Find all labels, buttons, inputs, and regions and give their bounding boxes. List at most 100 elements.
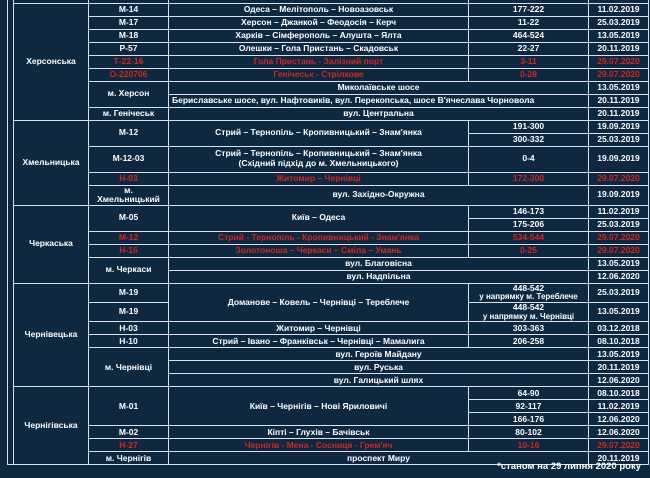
table-row: вул. Галицький шлях 12.06.2020 bbox=[8, 373, 649, 388]
route-name: Доманове – Ковель – Чернівці – Тереблече bbox=[168, 282, 469, 323]
road-code: М-12-03 bbox=[88, 145, 169, 173]
route-name: Житомир – Чернівці bbox=[168, 321, 469, 336]
repair-date: 20.11.2019 bbox=[588, 360, 649, 375]
route-name: Київ – Чернігів – Нові Яриловичі bbox=[168, 386, 469, 427]
km-range: 206-258 bbox=[468, 334, 589, 349]
table-row: М-12-03 Стрий – Тернопіль – Кропивницьки… bbox=[8, 145, 649, 173]
table-row-highlighted: О-220706 Генічеськ - Стрілкове 0-28 29.0… bbox=[8, 67, 649, 82]
region-label: Хмельницька bbox=[13, 119, 89, 206]
route-name: Стрий - Тернопіль - Кропивницький - Знам… bbox=[168, 230, 469, 245]
road-code: М-19 bbox=[88, 282, 169, 304]
table-row: 166-176 12.06.2020 bbox=[8, 412, 649, 427]
repair-date: 25.03.2019 bbox=[588, 282, 649, 304]
city-label: м. Чернівці bbox=[88, 347, 169, 388]
road-code: Н-10 bbox=[88, 334, 169, 349]
km-range: 3-11 bbox=[468, 54, 589, 69]
km-range: 448-542 у напрямку м. Тереблече bbox=[468, 282, 589, 304]
km-range: 191-300 bbox=[468, 119, 589, 134]
table-row: Н-03 Житомир – Чернівці 303-363 03.12.20… bbox=[8, 321, 649, 336]
route-name: Стрий – Тернопіль – Кропивницький – Знам… bbox=[168, 145, 469, 173]
table-row: М-19 448-542 у напрямку м. Чернівці 13.0… bbox=[8, 301, 649, 323]
repair-date: 20.11.2019 bbox=[588, 106, 649, 121]
table-row: 175-206 25.03.2019 bbox=[8, 217, 649, 232]
repair-date: 12.06.2020 bbox=[588, 269, 649, 284]
repair-date: 19.09.2019 bbox=[588, 145, 649, 173]
repair-date: 13.05.2019 bbox=[588, 347, 649, 362]
km-range: 175-206 bbox=[468, 217, 589, 232]
street-name: вул. Благовісна bbox=[168, 256, 589, 271]
repair-date: 11.02.2019 bbox=[588, 2, 649, 17]
route-name: Житомир – Чернівці bbox=[168, 171, 469, 186]
km-range: 172-300 bbox=[468, 171, 589, 186]
repair-date: 13.05.2019 bbox=[588, 256, 649, 271]
table-row: м. Чернівці вул. Героїв Майдану 13.05.20… bbox=[8, 347, 649, 388]
road-code: Р-57 bbox=[88, 41, 169, 56]
region-label: Чернігівська bbox=[13, 386, 89, 466]
road-code: М-02 bbox=[88, 425, 169, 440]
road-code: М-12 bbox=[88, 119, 169, 147]
table-row: Херсонська М-14 Одеса – Мелітополь – Нов… bbox=[8, 2, 649, 121]
repair-date: 20.11.2019 bbox=[588, 41, 649, 56]
route-name: Гола Пристань - Залізний порт bbox=[168, 54, 469, 69]
table-row: м. Генічеськ вул. Центральна 20.11.2019 bbox=[8, 106, 649, 121]
repair-date: 12.06.2020 bbox=[588, 412, 649, 427]
city-label: м. Чернігів bbox=[88, 451, 169, 466]
km-range: 464-524 bbox=[468, 28, 589, 43]
road-code: М-19 bbox=[88, 301, 169, 323]
km-range: 10-16 bbox=[468, 438, 589, 453]
repair-date: 12.06.2020 bbox=[588, 425, 649, 440]
road-code: Н-03 bbox=[88, 171, 169, 186]
street-name: вул. Надпільна bbox=[168, 269, 589, 284]
road-code: М-05 bbox=[88, 204, 169, 232]
km-range: 166-176 bbox=[468, 412, 589, 427]
table-row-highlighted: Н-16 Золотоноша – Черкаси – Сміла – Уман… bbox=[8, 243, 649, 258]
km-range: 0-4 bbox=[468, 145, 589, 173]
repair-date: 29.07.2020 bbox=[588, 243, 649, 258]
route-name: Київ – Одеса bbox=[168, 204, 469, 232]
road-code: М-14 bbox=[88, 2, 169, 17]
km-range: 177-222 bbox=[468, 2, 589, 17]
repair-date: 29.07.2020 bbox=[588, 230, 649, 245]
repair-date: 25.03.2019 bbox=[588, 15, 649, 30]
route-name: Золотоноша – Черкаси – Сміла – Умань bbox=[168, 243, 469, 258]
km-range: 448-542 у напрямку м. Чернівці bbox=[468, 301, 589, 323]
route-name: Чернігів - Мена - Сосниця - Грем'яч bbox=[168, 438, 469, 453]
table-row-highlighted: М-12 Стрий - Тернопіль - Кропивницький -… bbox=[8, 230, 649, 245]
repair-date: 20.11.2019 bbox=[588, 93, 649, 108]
table-row-highlighted: Н-27 Чернігів - Мена - Сосниця - Грем'яч… bbox=[8, 438, 649, 453]
street-name: вул. Руська bbox=[168, 360, 589, 375]
route-name: Генічеськ - Стрілкове bbox=[168, 67, 469, 82]
street-name: Бериславське шосе, вул. Нафтовиків, вул.… bbox=[168, 93, 589, 108]
road-code: О-220706 bbox=[88, 67, 169, 82]
table-row: Чернігівська М-01 Київ – Чернігів – Нові… bbox=[8, 386, 649, 466]
table-row: м. Черкаси вул. Благовісна 13.05.2019 bbox=[8, 256, 649, 284]
road-code: М-01 bbox=[88, 386, 169, 427]
repair-date: 11.02.2019 bbox=[588, 399, 649, 414]
repair-date: 29.07.2020 bbox=[588, 171, 649, 186]
km-range: 0-25 bbox=[468, 243, 589, 258]
repair-date: 19.09.2019 bbox=[588, 184, 649, 206]
table-row-highlighted: Н-03 Житомир – Чернівці 172-300 29.07.20… bbox=[8, 171, 649, 186]
road-repair-table: Херсонська М-14 Одеса – Мелітополь – Нов… bbox=[7, 0, 649, 466]
road-code: Н-27 bbox=[88, 438, 169, 453]
repair-date: 03.12.2018 bbox=[588, 321, 649, 336]
route-name: Кіпті – Глухів – Бачівськ bbox=[168, 425, 469, 440]
region-label: Чернівецька bbox=[13, 282, 89, 388]
street-name: вул. Західно-Окружна bbox=[168, 184, 589, 206]
city-label: м. Херсон bbox=[88, 80, 169, 108]
table-row: м. Хмельницький вул. Західно-Окружна 19.… bbox=[8, 184, 649, 206]
route-name: Одеса – Мелітополь – Новоазовськ bbox=[168, 2, 469, 17]
repair-date: 12.06.2020 bbox=[588, 373, 649, 388]
table-row: М-02 Кіпті – Глухів – Бачівськ 80-102 12… bbox=[8, 425, 649, 440]
km-range: 22-27 bbox=[468, 41, 589, 56]
city-label: м. Хмельницький bbox=[88, 184, 169, 206]
street-name: вул. Героїв Майдану bbox=[168, 347, 589, 362]
km-range: 534-544 bbox=[468, 230, 589, 245]
road-code: Н-16 bbox=[88, 243, 169, 258]
km-range: 303-363 bbox=[468, 321, 589, 336]
street-name: проспект Миру bbox=[168, 451, 589, 466]
route-line-1: Стрий – Тернопіль – Кропивницький – Знам… bbox=[215, 148, 422, 159]
repair-date: 20.11.2019 bbox=[588, 451, 649, 466]
repair-date: 29.07.2020 bbox=[588, 54, 649, 69]
repair-date: 25.03.2019 bbox=[588, 132, 649, 147]
